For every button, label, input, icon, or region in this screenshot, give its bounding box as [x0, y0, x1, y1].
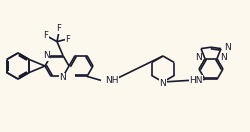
Text: N: N: [223, 43, 230, 52]
Text: N: N: [219, 53, 226, 62]
Text: F: F: [44, 31, 48, 40]
Text: N: N: [194, 53, 201, 62]
Text: N: N: [60, 73, 66, 82]
Text: F: F: [56, 24, 61, 33]
Text: N: N: [43, 51, 50, 60]
Text: HN: HN: [189, 76, 202, 85]
Text: N: N: [159, 79, 166, 88]
Text: F: F: [65, 35, 70, 44]
Text: NH: NH: [104, 76, 118, 85]
